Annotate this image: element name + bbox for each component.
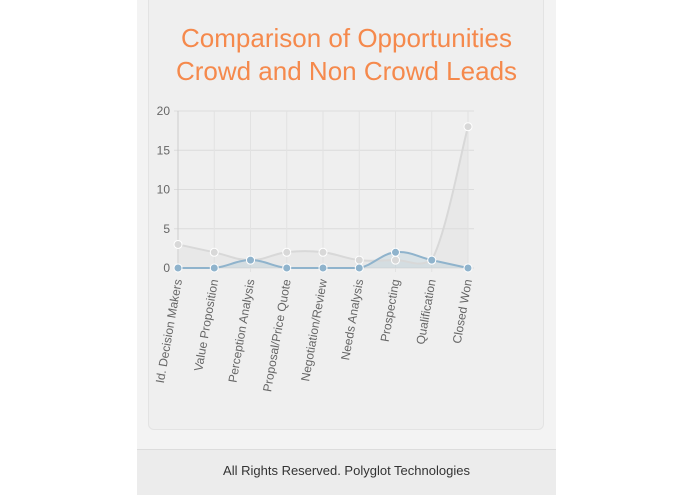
series-0-area (178, 126, 468, 268)
series-0-point-1[interactable] (209, 247, 219, 257)
y-tick-label-4: 20 (157, 104, 171, 118)
chart-title: Comparison of Opportunities Crowd and No… (137, 22, 556, 88)
x-tick-label-1: Value Proposition (191, 278, 221, 372)
y-tick-label-3: 15 (157, 143, 171, 157)
y-tick-label-1: 5 (163, 222, 170, 236)
series-1-point-3[interactable] (282, 263, 292, 273)
footer: All Rights Reserved. Polyglot Technologi… (137, 449, 556, 495)
x-tick-label-6: Prospecting (378, 278, 403, 343)
x-tick-label-5: Needs Analysis (338, 278, 366, 361)
series-1-point-2[interactable] (246, 255, 255, 265)
chart-grid (174, 110, 474, 272)
x-axis-ticks: Id. Decision Makers Value Proposition Perc… (153, 278, 475, 393)
series-0-point-4[interactable] (318, 247, 328, 257)
series-1-point-7[interactable] (427, 255, 437, 265)
series-0-point-0[interactable] (173, 239, 183, 249)
x-tick-label-0: Id. Decision Makers (153, 278, 185, 384)
chart-title-line-1: Comparison of Opportunities (181, 23, 512, 53)
series-1-point-0[interactable] (173, 263, 183, 273)
y-tick-label-0: 0 (163, 261, 170, 275)
series-1-point-4[interactable] (318, 263, 328, 273)
series-1-point-8[interactable] (463, 263, 473, 273)
series-1-point-5[interactable] (354, 263, 364, 273)
series-1-point-1[interactable] (209, 263, 219, 273)
x-tick-label-7: Qualification (413, 278, 438, 345)
series-1-point-6[interactable] (391, 247, 400, 257)
series-0-point-8[interactable] (463, 122, 473, 132)
x-tick-label-4: Negotiation/Review (298, 278, 330, 383)
series-0-point-5[interactable] (354, 255, 364, 265)
page-column: Comparison of Opportunities Crowd and No… (137, 0, 556, 494)
x-tick-label-8: Closed Won (450, 278, 475, 345)
x-tick-label-3: Proposal/Price Quote (260, 278, 294, 393)
chart-title-line-2: Crowd and Non Crowd Leads (175, 56, 518, 86)
footer-copyright: All Rights Reserved. Polyglot Technologi… (223, 463, 470, 478)
y-axis-ticks: 0 5 10 15 20 (157, 104, 171, 275)
series-0-point-6[interactable] (391, 255, 400, 265)
x-tick-label-2: Perception Analysis (225, 278, 257, 384)
series-0-point-3[interactable] (282, 247, 292, 257)
chart-points (173, 122, 473, 273)
y-tick-label-2: 10 (157, 183, 171, 197)
